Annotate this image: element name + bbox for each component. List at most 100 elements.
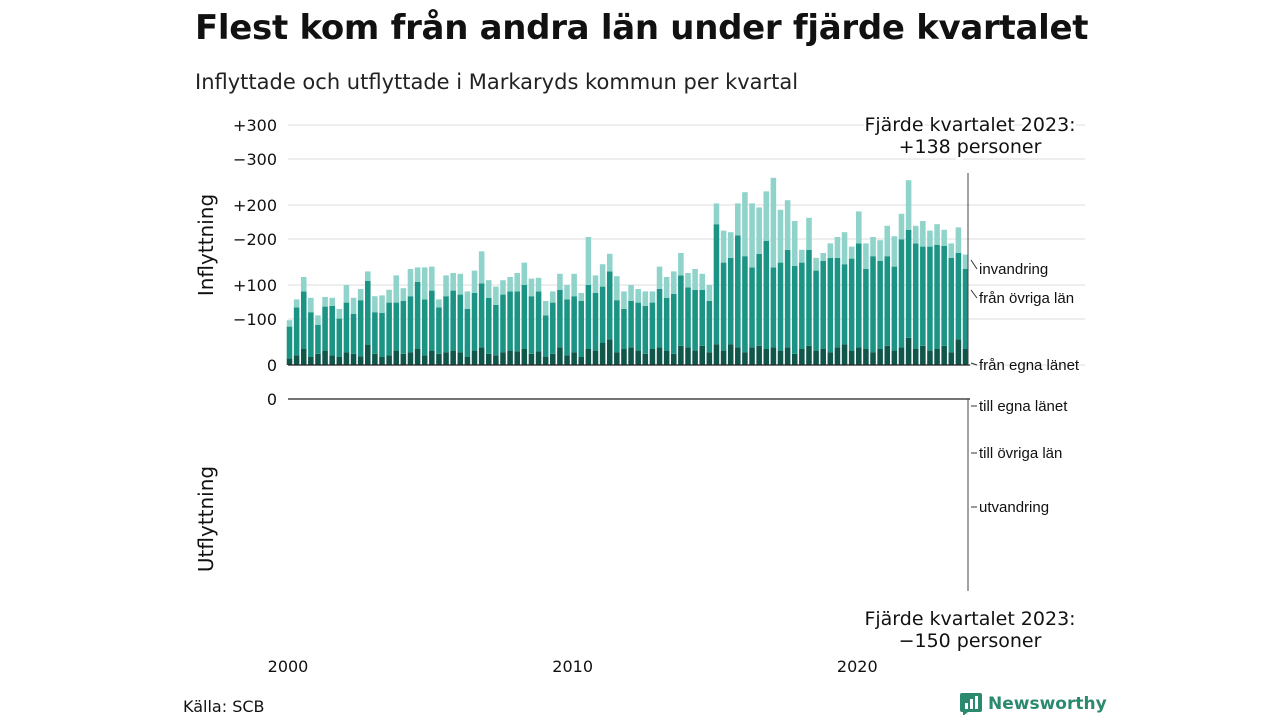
bar-in-segment (692, 350, 698, 365)
bar-in-segment (820, 349, 826, 365)
bar-in-segment (656, 289, 663, 348)
bar-in-segment (365, 271, 371, 281)
bar-in-segment (336, 309, 343, 319)
bar-in-segment (649, 349, 656, 365)
bar-in-segment (542, 357, 549, 365)
bar-in-segment (863, 243, 869, 269)
bar-in-segment (898, 213, 905, 240)
bar-in-segment (799, 349, 805, 365)
bar-in-segment (877, 349, 883, 365)
bar-in-segment (578, 301, 585, 357)
bar-in-segment (813, 257, 819, 271)
bar-in-segment (749, 347, 755, 365)
y-tick-label: −100 (233, 310, 277, 329)
label-leader (970, 362, 978, 366)
bar-in-segment (678, 345, 684, 365)
bar-in-segment (656, 347, 663, 365)
bar-in-segment (429, 290, 435, 351)
bar-in-segment (535, 351, 542, 365)
bar-in-segment (934, 349, 940, 365)
bar-in-segment (948, 243, 955, 258)
bar-in-segment (471, 270, 478, 293)
bar-in-segment (372, 312, 378, 354)
bar-in-segment (742, 352, 748, 365)
bar-in-segment (663, 297, 670, 351)
bar-in-segment (350, 297, 357, 314)
bar-in-segment (443, 352, 449, 365)
bar-in-segment (628, 285, 634, 301)
bar-in-segment (791, 221, 798, 266)
bar-in-segment (521, 285, 528, 349)
x-tick-label: 2020 (837, 657, 878, 676)
bar-in-segment (927, 246, 933, 351)
bar-in-segment (713, 344, 720, 365)
bar-in-segment (827, 352, 834, 365)
bar-in-segment (507, 291, 513, 351)
bar-in-segment (528, 353, 535, 365)
bar-in-segment (905, 337, 912, 365)
bar-in-segment (770, 267, 777, 348)
bar-in-segment (713, 203, 720, 225)
series-label: invandring (979, 261, 1048, 278)
bar-in-segment (343, 352, 350, 365)
bar-in-segment (372, 353, 378, 365)
bar-in-segment (535, 277, 542, 292)
bar-in-segment (614, 352, 620, 365)
bar-in-segment (813, 350, 819, 365)
brand-name: Newsworthy (988, 694, 1107, 714)
bar-in-segment (557, 289, 563, 348)
bar-in-segment (478, 283, 485, 348)
bar-in-segment (642, 291, 649, 306)
bar-in-segment (308, 297, 314, 313)
bar-in-segment (905, 229, 912, 338)
bar-in-segment (315, 315, 321, 325)
bar-in-segment (912, 349, 919, 365)
bar-in-segment (571, 296, 577, 353)
bar-in-segment (493, 355, 499, 365)
bar-in-segment (585, 237, 592, 285)
bar-in-segment (784, 249, 791, 348)
brand-logo: Newsworthy (960, 693, 1107, 715)
bar-in-segment (322, 297, 328, 307)
annotation-top: Fjärde kvartalet 2023: (864, 114, 1075, 136)
bar-in-segment (315, 325, 321, 354)
bar-in-segment (606, 271, 613, 340)
bar-in-segment (421, 299, 428, 356)
bar-in-segment (521, 349, 528, 365)
bar-in-segment (514, 273, 520, 292)
bar-in-segment (606, 339, 613, 365)
bar-in-segment (450, 290, 456, 351)
bar-in-segment (699, 273, 706, 290)
bar-in-segment (820, 261, 826, 349)
bar-in-segment (898, 239, 905, 348)
series-label: till övriga län (979, 445, 1062, 462)
bar-in-segment (784, 347, 791, 365)
bar-in-segment (507, 350, 513, 365)
bar-in-segment (799, 262, 805, 349)
bar-in-segment (478, 251, 485, 284)
bar-in-segment (827, 243, 834, 258)
bar-in-segment (457, 352, 464, 365)
bar-in-segment (357, 356, 364, 365)
series-label: utvandring (979, 499, 1049, 516)
bar-in-segment (614, 276, 620, 301)
bar-in-segment (799, 249, 805, 263)
bar-in-segment (806, 345, 812, 365)
bar-in-segment (621, 291, 627, 309)
bar-in-segment (791, 353, 798, 365)
bar-in-segment (599, 342, 606, 365)
bar-in-segment (848, 246, 855, 259)
bar-in-segment (777, 350, 784, 365)
bar-in-segment (891, 266, 898, 351)
bar-in-segment (735, 235, 741, 348)
bar-in-segment (920, 345, 926, 365)
bar-in-segment (727, 232, 734, 258)
bar-in-segment (884, 345, 891, 365)
bar-in-segment (464, 291, 471, 309)
bar-in-segment (656, 266, 663, 289)
y-tick-label: 0 (267, 390, 277, 409)
bar-in-segment (685, 273, 691, 288)
bar-in-segment (841, 232, 848, 265)
bar-in-segment (457, 273, 464, 295)
